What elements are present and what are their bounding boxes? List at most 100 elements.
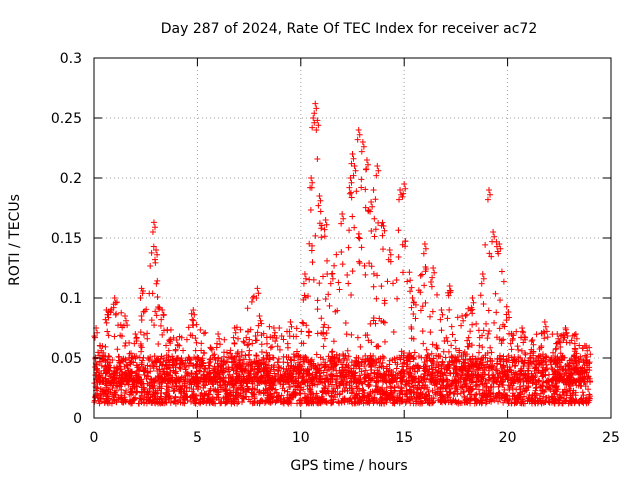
data-point (215, 372, 222, 379)
data-point (338, 378, 345, 385)
data-point (420, 250, 427, 257)
data-point (545, 398, 552, 405)
data-point (545, 371, 552, 378)
data-point (571, 377, 578, 384)
data-point (503, 373, 509, 380)
data-point (255, 290, 262, 297)
data-point (141, 384, 148, 391)
data-point (397, 378, 404, 385)
data-point (464, 343, 471, 350)
data-point (509, 335, 516, 342)
data-point (326, 302, 333, 309)
data-point (138, 285, 145, 292)
data-point (427, 329, 434, 336)
data-point (263, 340, 270, 347)
data-point (500, 399, 507, 406)
data-point (110, 370, 117, 377)
data-point (180, 388, 187, 395)
data-point (496, 352, 503, 359)
data-point (493, 377, 500, 384)
data-point (104, 328, 111, 335)
data-point (341, 395, 348, 402)
data-point (336, 286, 343, 293)
data-point (325, 390, 332, 397)
data-point (432, 374, 439, 381)
data-point (267, 344, 274, 351)
data-point (582, 357, 589, 364)
data-point (425, 388, 432, 395)
data-point (320, 273, 327, 280)
data-point (144, 389, 151, 396)
data-point (248, 389, 255, 396)
data-point (147, 354, 154, 361)
data-point (420, 379, 427, 385)
data-point (400, 190, 407, 197)
x-axis-ticks: 0 5 10 15 20 25 (90, 58, 620, 446)
data-point (469, 321, 476, 328)
data-point (187, 398, 194, 405)
data-point (191, 311, 198, 318)
data-point (269, 385, 276, 392)
data-point (157, 359, 164, 366)
data-point (105, 378, 112, 385)
data-point (435, 362, 442, 369)
data-point (106, 372, 113, 379)
data-point (406, 269, 413, 276)
data-point (448, 323, 455, 330)
data-point (298, 328, 305, 335)
data-point (271, 329, 278, 336)
data-point (587, 351, 594, 358)
data-point (320, 384, 327, 391)
data-point (468, 304, 475, 311)
data-point (394, 295, 401, 302)
data-point (252, 337, 259, 344)
data-point (583, 400, 590, 407)
data-point (465, 334, 472, 341)
data-point (354, 334, 361, 341)
data-point (249, 340, 256, 347)
data-point (493, 367, 500, 374)
data-point (421, 359, 428, 366)
data-point (335, 279, 342, 286)
data-point (553, 345, 560, 352)
data-point (572, 369, 579, 376)
data-point (528, 360, 535, 367)
data-point (351, 224, 358, 231)
data-point (464, 374, 471, 381)
data-point (206, 359, 213, 366)
data-point (270, 382, 277, 389)
data-point (315, 202, 322, 209)
data-point (375, 343, 382, 350)
data-point (309, 124, 316, 131)
data-point (482, 241, 489, 248)
data-point (563, 397, 570, 404)
data-point (140, 386, 147, 393)
data-point (415, 353, 422, 360)
data-point (524, 367, 531, 374)
data-point (127, 361, 134, 368)
data-point (505, 352, 512, 359)
data-point (479, 359, 486, 366)
data-point (359, 139, 366, 145)
data-point (272, 338, 279, 345)
data-point (307, 358, 314, 365)
x-tick-label: 20 (499, 430, 517, 446)
data-point (380, 377, 387, 384)
data-point (435, 368, 442, 375)
data-point (446, 306, 453, 313)
data-point (265, 398, 272, 405)
data-point (466, 355, 473, 362)
data-point (337, 370, 344, 377)
data-point (353, 188, 360, 195)
data-point (478, 394, 485, 401)
data-point (470, 359, 477, 366)
data-point (427, 278, 434, 285)
data-point (420, 373, 427, 380)
data-point (327, 400, 334, 407)
data-point (490, 229, 497, 235)
data-point (159, 331, 166, 338)
data-point (500, 363, 507, 370)
data-point (325, 324, 332, 331)
data-point (572, 357, 579, 364)
data-point (237, 326, 244, 333)
